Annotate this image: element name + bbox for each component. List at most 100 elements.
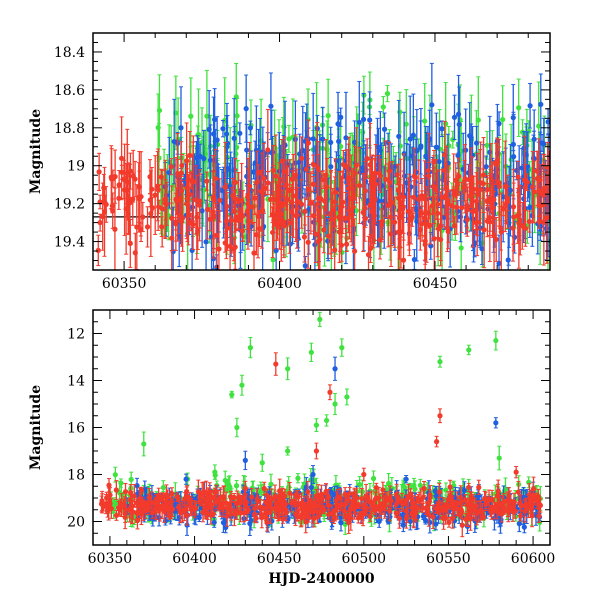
data-point	[318, 196, 324, 202]
data-point	[484, 218, 491, 224]
data-point	[400, 257, 407, 263]
data-point	[426, 173, 432, 179]
data-point	[336, 214, 342, 220]
data-point	[409, 214, 415, 220]
data-point	[178, 125, 184, 131]
data-point	[353, 207, 359, 214]
data-point	[289, 176, 296, 182]
data-point	[134, 224, 140, 230]
data-point	[373, 181, 379, 187]
data-point	[431, 184, 437, 190]
data-point	[112, 472, 118, 478]
data-point	[380, 104, 386, 110]
data-point	[178, 188, 185, 194]
data-point	[96, 169, 102, 175]
data-point	[199, 208, 205, 214]
data-point	[349, 212, 355, 218]
data-point	[109, 203, 115, 209]
data-point	[118, 155, 125, 161]
y-tick-label: 19.2	[54, 197, 85, 213]
data-point	[516, 220, 522, 226]
data-point	[216, 246, 222, 252]
plot-area	[98, 311, 543, 538]
data-point	[224, 225, 231, 231]
data-point	[436, 158, 442, 165]
data-point	[302, 263, 308, 269]
data-point	[289, 199, 295, 205]
data-point	[239, 197, 245, 203]
data-point	[498, 225, 504, 231]
data-point	[370, 475, 377, 482]
data-point	[381, 126, 388, 132]
x-tick-label: 60350	[102, 276, 147, 292]
data-point	[435, 226, 442, 232]
data-point	[413, 205, 419, 212]
data-point	[491, 197, 497, 203]
data-point	[116, 182, 122, 188]
data-point	[201, 156, 207, 162]
data-point	[545, 119, 550, 125]
data-point	[451, 188, 457, 194]
data-point	[121, 176, 127, 182]
data-point	[396, 133, 402, 139]
data-point	[400, 204, 406, 210]
data-point	[385, 202, 391, 208]
data-point	[158, 174, 164, 180]
data-point	[261, 175, 267, 181]
data-point	[187, 191, 193, 198]
series-2	[95, 108, 550, 270]
data-point	[132, 176, 138, 182]
data-point	[253, 232, 259, 238]
data-point	[223, 218, 229, 224]
data-point	[267, 196, 274, 203]
data-point	[305, 239, 311, 245]
data-point	[138, 194, 144, 200]
data-point	[378, 222, 385, 228]
data-point	[496, 183, 502, 190]
data-point	[173, 196, 179, 202]
data-point	[233, 196, 239, 202]
data-point	[144, 224, 151, 230]
data-point	[259, 189, 265, 195]
data-point	[353, 162, 359, 168]
data-point	[100, 214, 106, 220]
y-tick-label: 19.4	[54, 235, 85, 251]
data-point	[419, 221, 425, 227]
data-point	[411, 194, 417, 200]
data-point	[340, 199, 346, 205]
data-point	[367, 117, 373, 123]
data-point	[310, 136, 316, 142]
data-point	[505, 257, 511, 263]
data-point	[459, 204, 465, 211]
data-point	[343, 135, 349, 141]
data-point	[298, 201, 305, 207]
data-point	[204, 178, 210, 184]
data-point	[484, 142, 490, 148]
data-point	[451, 114, 458, 120]
data-point	[524, 179, 530, 185]
data-point	[308, 200, 314, 206]
data-point	[544, 215, 550, 221]
data-point	[407, 136, 413, 142]
data-point	[189, 247, 195, 254]
data-point	[386, 168, 392, 174]
data-point	[340, 161, 346, 168]
data-point	[483, 164, 489, 170]
data-point	[414, 148, 420, 154]
data-point	[204, 113, 210, 119]
data-point	[470, 243, 477, 249]
data-point	[127, 240, 133, 247]
data-point	[310, 161, 316, 167]
data-point	[410, 132, 416, 138]
data-point	[383, 176, 389, 182]
y-axis-label: Magnitude	[28, 109, 44, 194]
data-point	[338, 143, 344, 150]
data-point	[169, 235, 175, 241]
data-point	[433, 144, 439, 150]
data-point	[247, 183, 253, 189]
data-point	[531, 189, 537, 195]
data-point	[178, 219, 185, 225]
data-point	[299, 155, 305, 161]
data-point	[458, 245, 464, 251]
data-point	[367, 162, 373, 168]
